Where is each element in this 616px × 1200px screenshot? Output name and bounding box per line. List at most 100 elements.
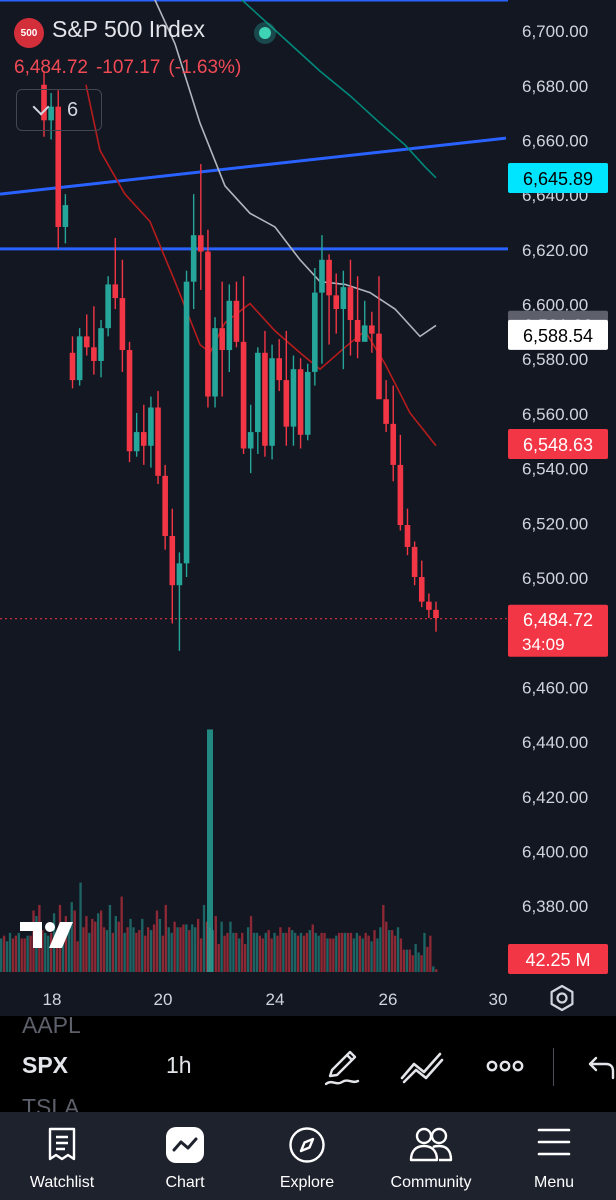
- volume-bar: [314, 932, 317, 972]
- volume-bar: [414, 944, 417, 972]
- moving-average-red: [85, 84, 437, 447]
- candle-body: [83, 336, 90, 348]
- volume-bar: [249, 916, 253, 972]
- candle-countdown-label: 34:09: [522, 635, 565, 654]
- bottom-navigation: Watchlist Chart Explore Community Menu: [0, 1112, 616, 1200]
- nav-community[interactable]: Community: [371, 1112, 491, 1200]
- volume-bar: [105, 930, 109, 972]
- volume-bar: [17, 932, 20, 972]
- volume-bar: [114, 916, 117, 972]
- last-price: 6,484.72: [14, 57, 88, 78]
- nav-chart[interactable]: Chart: [125, 1112, 245, 1200]
- volume-label-box: [508, 944, 608, 974]
- candle-body: [383, 399, 389, 424]
- symbol-title[interactable]: S&P 500 Index: [52, 16, 206, 42]
- volume-bar: [44, 932, 47, 972]
- candle-body: [404, 525, 411, 547]
- candle-body: [340, 287, 347, 310]
- price-chart[interactable]: 6,700.006,680.006,660.006,640.006,620.00…: [0, 0, 616, 1016]
- volume-bar: [141, 918, 144, 972]
- candle-body: [205, 251, 211, 397]
- candle-body: [304, 371, 311, 435]
- candle-body: [319, 259, 325, 293]
- price-quote: 6,484.72 -107.17 (-1.63%): [14, 57, 249, 79]
- volume-bar: [326, 938, 329, 972]
- nav-watchlist[interactable]: Watchlist: [2, 1112, 122, 1200]
- y-axis-tick-label: 6,420.00: [522, 788, 588, 807]
- candle-body: [411, 546, 418, 578]
- volume-bar: [393, 935, 397, 972]
- y-axis-tick-label: 6,400.00: [522, 842, 588, 861]
- volume-bar: [97, 913, 100, 972]
- market-open-indicator-icon: [254, 22, 276, 44]
- y-axis-tick-label: 6,680.00: [522, 77, 588, 96]
- volume-bar: [282, 932, 285, 972]
- volume-bar: [73, 910, 76, 972]
- volume-bar: [161, 935, 165, 972]
- candle-body: [48, 106, 54, 121]
- volume-bar: [155, 910, 159, 972]
- volume-bar: [29, 935, 32, 972]
- chart-settings-icon[interactable]: [548, 984, 576, 1012]
- volume-bar: [23, 938, 26, 972]
- volume-bar: [146, 927, 150, 972]
- ghost-ticker-prev[interactable]: AAPL: [22, 1012, 81, 1038]
- volume-bar: [349, 932, 353, 972]
- nav-label: Explore: [279, 1174, 335, 1191]
- candle-body: [190, 235, 197, 282]
- x-axis-tick-label: 20: [154, 990, 173, 1009]
- candle-body: [347, 287, 354, 320]
- volume-bar: [64, 916, 68, 972]
- x-axis-tick-label: 24: [266, 990, 285, 1009]
- candle-body: [133, 432, 140, 452]
- timeframe-selector[interactable]: 1h: [166, 1052, 192, 1078]
- volume-bar: [379, 927, 382, 972]
- volume-bar: [252, 932, 256, 972]
- watchlist-icon: [48, 1127, 76, 1161]
- candle-body: [312, 292, 318, 372]
- y-axis-tick-label: 6,500.00: [522, 569, 588, 588]
- volume-bar: [85, 916, 88, 972]
- volume-bar: [385, 921, 388, 972]
- volume-bar: [332, 938, 335, 972]
- volume-bar: [11, 938, 15, 972]
- symbol-selector[interactable]: SPX: [22, 1052, 69, 1078]
- indicators-toggle-button[interactable]: 6: [16, 89, 102, 131]
- candle-body: [155, 407, 161, 476]
- volume-bar: [411, 955, 414, 972]
- nav-menu[interactable]: Menu: [494, 1112, 614, 1200]
- volume-bar: [223, 935, 226, 972]
- candle-body: [426, 601, 432, 610]
- moving-average-white: [154, 0, 437, 338]
- volume-bar: [370, 941, 373, 972]
- volume-bar: [5, 941, 9, 972]
- volume-bar: [199, 938, 203, 972]
- volume-bar: [232, 932, 235, 972]
- y-axis-tick-label: 6,700.00: [522, 22, 588, 41]
- candle-body: [91, 347, 97, 361]
- x-axis-tick-label: 18: [43, 990, 62, 1009]
- more-options-icon[interactable]: [486, 1058, 524, 1074]
- volume-bar: [435, 969, 438, 972]
- indicators-icon[interactable]: [400, 1050, 444, 1084]
- volume-bar: [429, 935, 432, 972]
- chevron-down-icon: [32, 98, 50, 116]
- y-axis-tick-label: 6,620.00: [522, 241, 588, 260]
- nav-explore[interactable]: Explore: [247, 1112, 367, 1200]
- candle-body: [176, 563, 183, 586]
- undo-icon[interactable]: [586, 1054, 616, 1080]
- volume-label-text: 42.25 M: [525, 950, 590, 970]
- volume-spike-bar: [207, 729, 213, 972]
- candle-body: [354, 319, 361, 342]
- volume-bar: [396, 927, 400, 972]
- drawing-pen-icon[interactable]: [322, 1046, 362, 1088]
- volume-bar: [408, 949, 411, 972]
- volume-bar: [82, 927, 85, 972]
- volume-bar: [340, 932, 344, 972]
- volume-bar: [229, 921, 232, 972]
- volume-bar: [261, 938, 264, 972]
- volume-bar: [191, 924, 194, 972]
- volume-bar: [94, 921, 97, 972]
- candle-body: [397, 464, 404, 526]
- volume-bar: [76, 941, 79, 972]
